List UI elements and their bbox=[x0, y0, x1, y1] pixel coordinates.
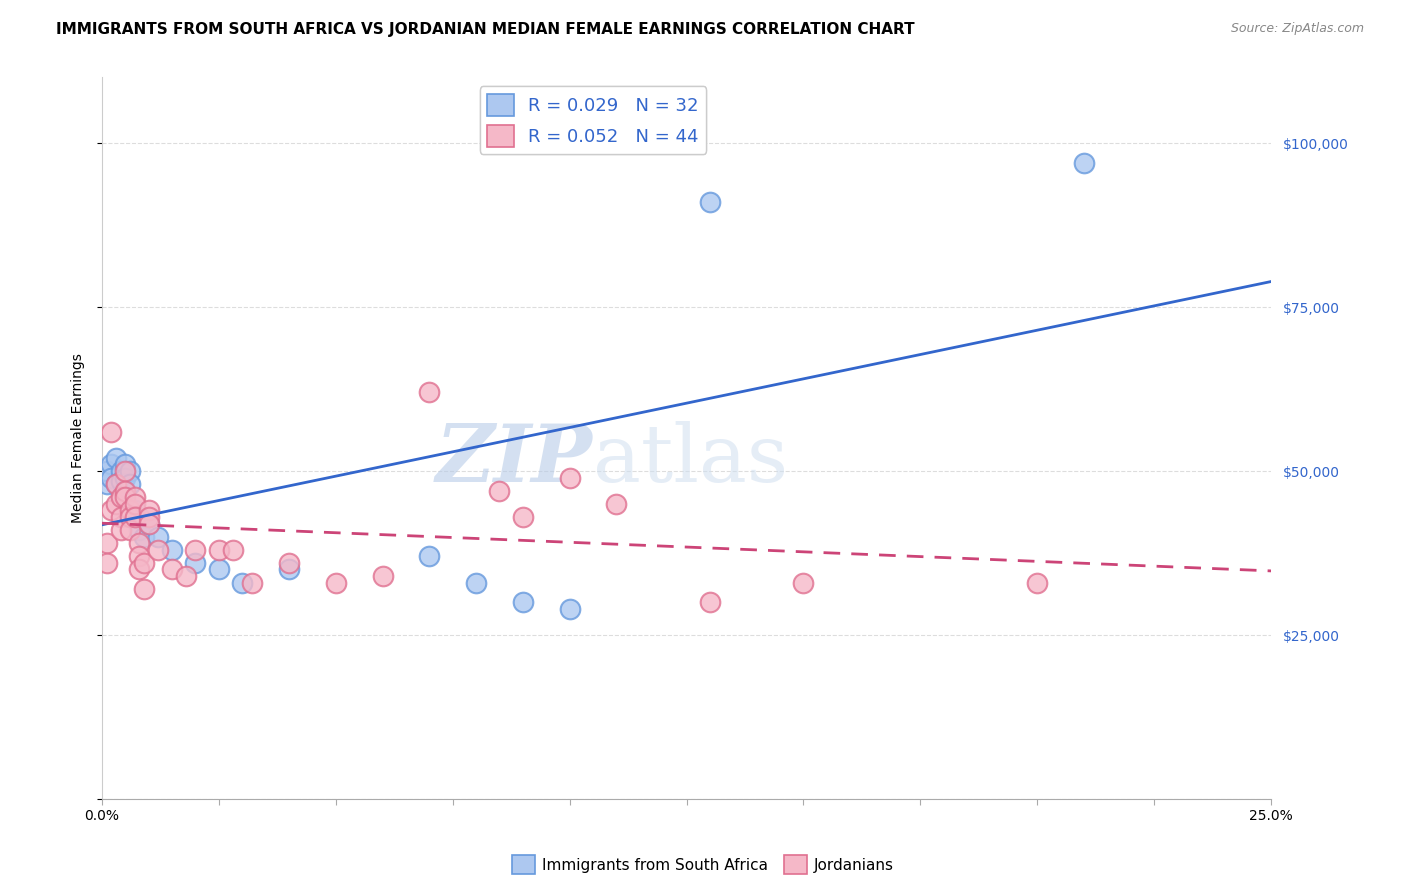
Point bbox=[208, 542, 231, 557]
Point bbox=[128, 536, 150, 550]
Text: atlas: atlas bbox=[593, 421, 789, 499]
Point bbox=[512, 595, 534, 609]
Legend: R = 0.029   N = 32, R = 0.052   N = 44: R = 0.029 N = 32, R = 0.052 N = 44 bbox=[479, 87, 706, 154]
Point bbox=[118, 477, 141, 491]
Point bbox=[512, 510, 534, 524]
Point bbox=[138, 516, 160, 531]
Point bbox=[278, 562, 301, 576]
Point bbox=[699, 195, 721, 210]
Point bbox=[110, 464, 132, 478]
Point bbox=[138, 503, 160, 517]
Point bbox=[418, 549, 440, 564]
Point bbox=[418, 385, 440, 400]
Point bbox=[104, 477, 127, 491]
Point bbox=[138, 516, 160, 531]
Point bbox=[138, 510, 160, 524]
Point bbox=[146, 530, 169, 544]
Point bbox=[792, 575, 814, 590]
Point bbox=[100, 503, 122, 517]
Text: Source: ZipAtlas.com: Source: ZipAtlas.com bbox=[1230, 22, 1364, 36]
Point bbox=[278, 556, 301, 570]
Point bbox=[100, 470, 122, 484]
Point bbox=[174, 569, 197, 583]
Point bbox=[110, 491, 132, 505]
Point bbox=[110, 510, 132, 524]
Point bbox=[110, 523, 132, 537]
Point bbox=[184, 556, 207, 570]
Point bbox=[104, 497, 127, 511]
Point bbox=[371, 569, 394, 583]
Point bbox=[128, 549, 150, 564]
Point bbox=[96, 536, 118, 550]
Point bbox=[128, 510, 150, 524]
Point bbox=[488, 483, 510, 498]
Point bbox=[104, 477, 127, 491]
Point bbox=[558, 602, 581, 616]
Point bbox=[128, 523, 150, 537]
Point bbox=[118, 510, 141, 524]
Point bbox=[124, 497, 146, 511]
Point bbox=[104, 450, 127, 465]
Point bbox=[110, 491, 132, 505]
Point bbox=[1073, 155, 1095, 169]
Point bbox=[124, 491, 146, 505]
Point bbox=[1026, 575, 1049, 590]
Point bbox=[132, 582, 155, 596]
Y-axis label: Median Female Earnings: Median Female Earnings bbox=[72, 353, 86, 524]
Point bbox=[110, 474, 132, 488]
Point bbox=[132, 530, 155, 544]
Point bbox=[605, 497, 627, 511]
Point bbox=[465, 575, 488, 590]
Point bbox=[124, 503, 146, 517]
Point bbox=[96, 464, 118, 478]
Point bbox=[114, 483, 136, 498]
Point bbox=[240, 575, 263, 590]
Point bbox=[114, 470, 136, 484]
Point bbox=[100, 425, 122, 439]
Legend: Immigrants from South Africa, Jordanians: Immigrants from South Africa, Jordanians bbox=[506, 849, 900, 880]
Point bbox=[184, 542, 207, 557]
Point bbox=[160, 562, 183, 576]
Point bbox=[231, 575, 253, 590]
Point bbox=[118, 464, 141, 478]
Point bbox=[699, 595, 721, 609]
Point bbox=[114, 483, 136, 498]
Point bbox=[222, 542, 245, 557]
Point bbox=[146, 542, 169, 557]
Text: ZIP: ZIP bbox=[436, 421, 593, 499]
Point bbox=[114, 464, 136, 478]
Point bbox=[124, 510, 146, 524]
Point bbox=[96, 477, 118, 491]
Point bbox=[558, 470, 581, 484]
Point bbox=[100, 458, 122, 472]
Text: IMMIGRANTS FROM SOUTH AFRICA VS JORDANIAN MEDIAN FEMALE EARNINGS CORRELATION CHA: IMMIGRANTS FROM SOUTH AFRICA VS JORDANIA… bbox=[56, 22, 915, 37]
Point bbox=[118, 523, 141, 537]
Point bbox=[124, 510, 146, 524]
Point bbox=[208, 562, 231, 576]
Point bbox=[160, 542, 183, 557]
Point bbox=[128, 562, 150, 576]
Point bbox=[114, 491, 136, 505]
Point bbox=[114, 458, 136, 472]
Point bbox=[118, 503, 141, 517]
Point bbox=[96, 556, 118, 570]
Point bbox=[325, 575, 347, 590]
Point bbox=[132, 556, 155, 570]
